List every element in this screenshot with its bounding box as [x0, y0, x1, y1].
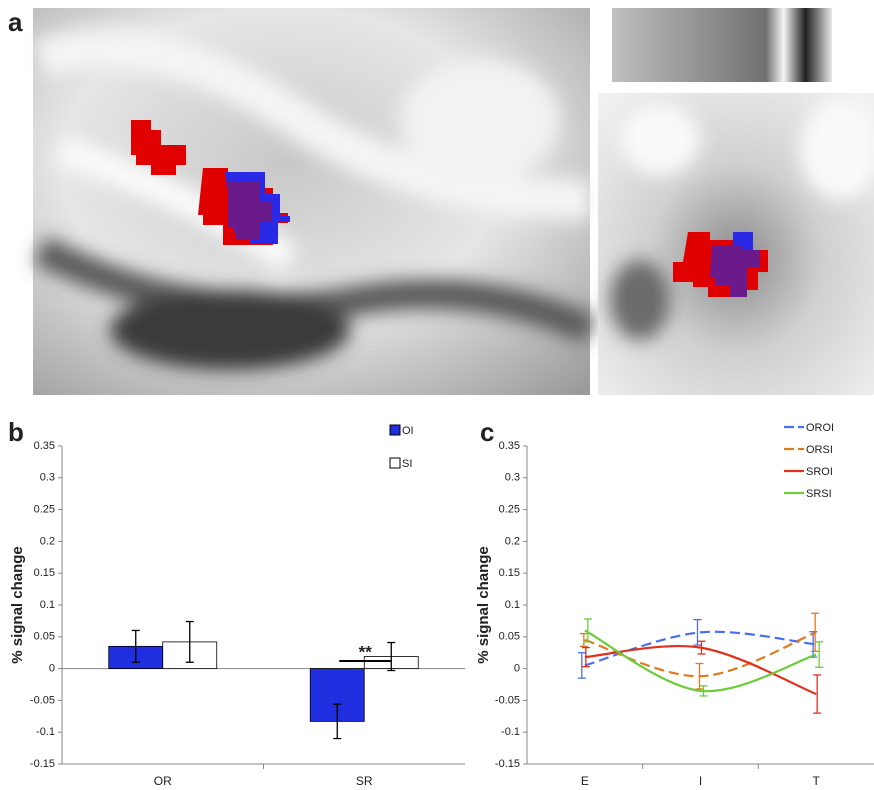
y-tick-label: -0.1	[36, 726, 55, 738]
legend-label: SRSI	[806, 488, 832, 500]
y-tick-label: 0.35	[499, 440, 520, 452]
figure: a b c -0.15 -0.1 -0.05 0 0.05 0.1 0.15 0.2 0.25 0…	[0, 0, 874, 790]
y-tick-label: 0.25	[34, 504, 55, 516]
legend-label: ORSI	[806, 444, 833, 456]
y-tick-label: 0.1	[505, 599, 520, 611]
y-tick-label: -0.15	[30, 758, 55, 770]
y-tick-label: -0.1	[501, 726, 520, 738]
coronal-image	[598, 93, 874, 395]
y-tick-label: 0.05	[499, 631, 520, 643]
x-tick-label: OR	[154, 774, 172, 788]
y-tick-label: 0.3	[40, 472, 55, 484]
y-tick-label: 0.3	[505, 472, 520, 484]
y-tick-label: 0	[514, 663, 520, 675]
legend-label: SI	[402, 458, 412, 470]
y-tick-label: -0.05	[30, 694, 55, 706]
y-tick-label: 0.05	[34, 631, 55, 643]
panel-label: a	[8, 7, 23, 37]
y-tick-label: 0.25	[499, 504, 520, 516]
error-bar	[578, 653, 586, 678]
error-bar	[815, 642, 823, 667]
x-tick-label: SR	[356, 774, 373, 788]
sagittal-image	[33, 8, 590, 395]
x-tick-label: T	[812, 774, 820, 788]
legend-label: OROI	[806, 422, 834, 434]
legend-swatch	[390, 425, 400, 435]
panel-label: b	[8, 417, 24, 447]
y-tick-label: 0.2	[40, 535, 55, 547]
legend-label: OI	[402, 425, 414, 437]
y-tick-label: 0.15	[499, 567, 520, 579]
x-tick-label: I	[699, 774, 702, 788]
y-tick-label: 0.35	[34, 440, 55, 452]
y-tick-label: 0.2	[505, 535, 520, 547]
x-tick-label: E	[581, 774, 589, 788]
y-tick-label: -0.15	[495, 758, 520, 770]
legend-label: SROI	[806, 466, 833, 478]
annotation: **	[359, 642, 373, 661]
legend-swatch	[390, 458, 400, 468]
axial-strip	[612, 8, 832, 82]
y-tick-label: 0	[49, 663, 55, 675]
y-axis-label: % signal change	[475, 546, 492, 664]
y-tick-label: 0.15	[34, 567, 55, 579]
y-axis-label: % signal change	[9, 546, 26, 664]
y-tick-label: 0.1	[40, 599, 55, 611]
y-tick-label: -0.05	[495, 694, 520, 706]
panel-label: c	[480, 417, 494, 447]
